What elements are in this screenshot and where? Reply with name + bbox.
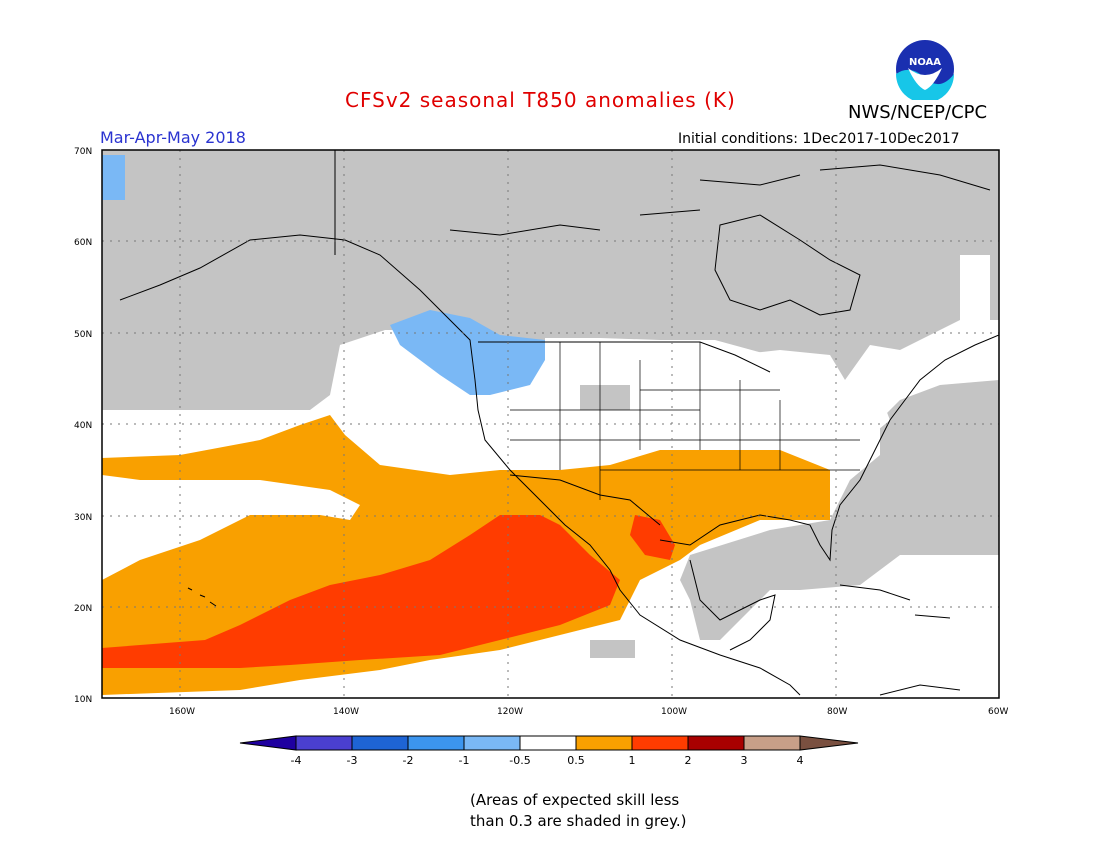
agency-label: NWS/NCEP/CPC bbox=[848, 102, 988, 123]
colorbar-tick-label: -1 bbox=[459, 754, 470, 767]
blue-anomaly-arctic bbox=[102, 155, 125, 200]
white-northeast-patch bbox=[730, 350, 890, 455]
colorbar-tick-label: 2 bbox=[685, 754, 692, 767]
season-label: Mar-Apr-May 2018 bbox=[100, 128, 246, 147]
lon-label-100w: 100W bbox=[661, 707, 687, 717]
white-small-patch bbox=[102, 480, 140, 530]
lat-label-40n: 40N bbox=[74, 421, 92, 431]
colorbar-swatch bbox=[743, 735, 801, 751]
colorbar-swatch bbox=[631, 735, 689, 751]
lon-label-120w: 120W bbox=[497, 707, 523, 717]
grey-low-skill-atlantic bbox=[680, 380, 999, 640]
colorbar-tick-label: 3 bbox=[741, 754, 748, 767]
grey-small-patch-2 bbox=[580, 385, 630, 410]
colorbar-tick-label: -4 bbox=[291, 754, 302, 767]
initial-conditions-label: Initial conditions: 1Dec2017-10Dec2017 bbox=[678, 131, 960, 147]
lon-label-140w: 140W bbox=[333, 707, 359, 717]
colorbar-tick-label: -3 bbox=[347, 754, 358, 767]
colorbar-swatch bbox=[295, 735, 353, 751]
colorbar-swatch bbox=[575, 735, 633, 751]
lon-label-80w: 80W bbox=[827, 707, 847, 717]
coastline bbox=[119, 234, 801, 696]
red-anomaly-band bbox=[102, 515, 620, 668]
colorbar-swatch bbox=[519, 735, 577, 751]
map-frame bbox=[101, 149, 1000, 699]
lat-label-10n: 10N bbox=[74, 695, 92, 705]
lon-label-160w: 160W bbox=[169, 707, 195, 717]
footnote-line-1: (Areas of expected skill less bbox=[470, 791, 680, 809]
red-anomaly-gulf bbox=[630, 515, 675, 560]
lon-label-60w: 60W bbox=[988, 707, 1008, 717]
us-state-lines bbox=[510, 342, 860, 500]
footnote-line-2: than 0.3 are shaded in grey.) bbox=[470, 812, 687, 830]
grid-lines bbox=[102, 150, 999, 698]
colorbar-swatch bbox=[407, 735, 465, 751]
noaa-logo: NOAA bbox=[896, 40, 954, 100]
coastline-arctic bbox=[449, 164, 991, 236]
colorbar-arrow-low bbox=[239, 735, 297, 751]
lat-label-30n: 30N bbox=[74, 513, 92, 523]
hawaii-islands bbox=[187, 587, 217, 607]
colorbar-swatch bbox=[463, 735, 521, 751]
lat-label-50n: 50N bbox=[74, 330, 92, 340]
footnote: (Areas of expected skill less than 0.3 a… bbox=[470, 790, 730, 832]
colorbar-arrow-high bbox=[799, 735, 859, 751]
noaa-logo-text: NOAA bbox=[909, 57, 941, 68]
lat-label-60n: 60N bbox=[74, 238, 92, 248]
colorbar-tick-label: 1 bbox=[629, 754, 636, 767]
colorbar-tick-label: 0.5 bbox=[567, 754, 585, 767]
colorbar-tick-label: 4 bbox=[797, 754, 804, 767]
coastline-hudson bbox=[714, 214, 861, 316]
colorbar-tick-label: -0.5 bbox=[509, 754, 530, 767]
us-canada-border bbox=[334, 150, 771, 373]
blue-anomaly-pacific-nw bbox=[390, 310, 545, 395]
lat-label-20n: 20N bbox=[74, 604, 92, 614]
coastline-caribbean bbox=[839, 584, 961, 696]
colorbar-swatch bbox=[351, 735, 409, 751]
grey-small-patch bbox=[590, 640, 635, 658]
coastline-gulf bbox=[659, 334, 999, 562]
colorbar-swatch bbox=[687, 735, 745, 751]
chart-title: CFSv2 seasonal T850 anomalies (K) bbox=[345, 88, 736, 112]
grey-low-skill-north bbox=[102, 150, 999, 410]
coastline-yucatan bbox=[689, 559, 776, 651]
colorbar-tick-label: -2 bbox=[403, 754, 414, 767]
lat-label-70n: 70N bbox=[74, 147, 92, 157]
